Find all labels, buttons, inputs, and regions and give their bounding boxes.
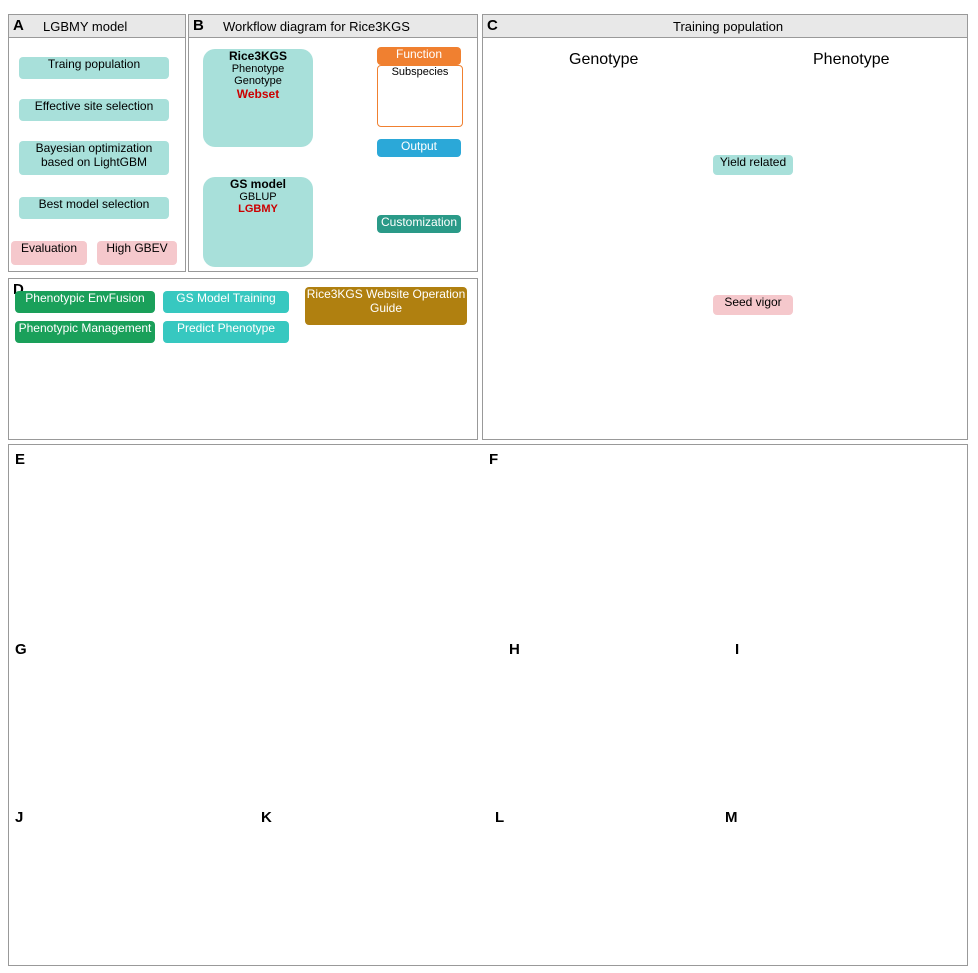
panel-c: C Training population Genotype Phenotype … bbox=[482, 14, 968, 440]
step: Bayesian optimization based on LightGBM bbox=[19, 141, 169, 175]
step: Effective site selection bbox=[19, 99, 169, 121]
panel-b: B Workflow diagram for Rice3KGS Rice3KGS P… bbox=[188, 14, 478, 272]
panel-d: D Phenotypic EnvFusion GS Model Training… bbox=[8, 278, 478, 440]
panel-letter: A bbox=[13, 17, 24, 34]
out: High GBEV bbox=[97, 241, 177, 265]
db-cylinder: Rice3KGS Phenotype Genotype Webset bbox=[203, 49, 313, 147]
charts: E F G H I J K L M bbox=[8, 444, 968, 966]
step: Best model selection bbox=[19, 197, 169, 219]
step: Traing population bbox=[19, 57, 169, 79]
out: Evaluation bbox=[11, 241, 87, 265]
panel-a: A LGBMY model Traing population Effective… bbox=[8, 14, 186, 272]
